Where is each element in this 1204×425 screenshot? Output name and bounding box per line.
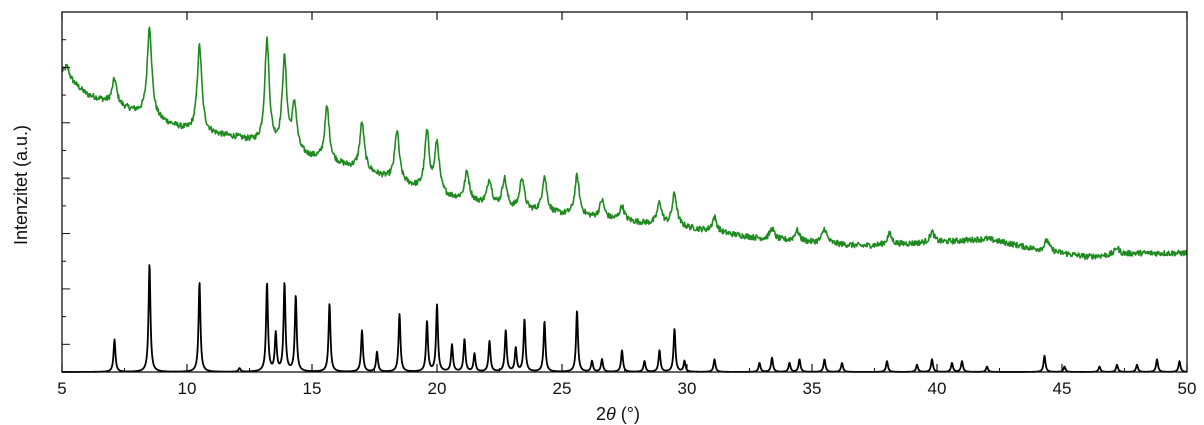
series-calculated-line (61, 264, 1188, 373)
series-experimental-line (61, 26, 1188, 260)
x-tick-label: 40 (928, 379, 947, 398)
x-tick-label: 50 (1178, 379, 1197, 398)
axes-layer: 5 10 15 20 25 30 35 40 45 50 (57, 11, 1197, 398)
x-axis-title: 2θ (°) (596, 404, 640, 424)
x-tick-label: 25 (553, 379, 572, 398)
x-tick-label: 10 (178, 379, 197, 398)
y-axis-title: Intenzitet (a.u.) (11, 125, 31, 245)
x-tick-label: 30 (678, 379, 697, 398)
x-tick-label: 5 (57, 379, 66, 398)
x-tick-label: 15 (303, 379, 322, 398)
x-tick-label: 20 (428, 379, 447, 398)
x-tick-label: 35 (803, 379, 822, 398)
series-layer (61, 26, 1188, 373)
plot-frame (61, 11, 1188, 373)
x-tick-label: 45 (1053, 379, 1072, 398)
